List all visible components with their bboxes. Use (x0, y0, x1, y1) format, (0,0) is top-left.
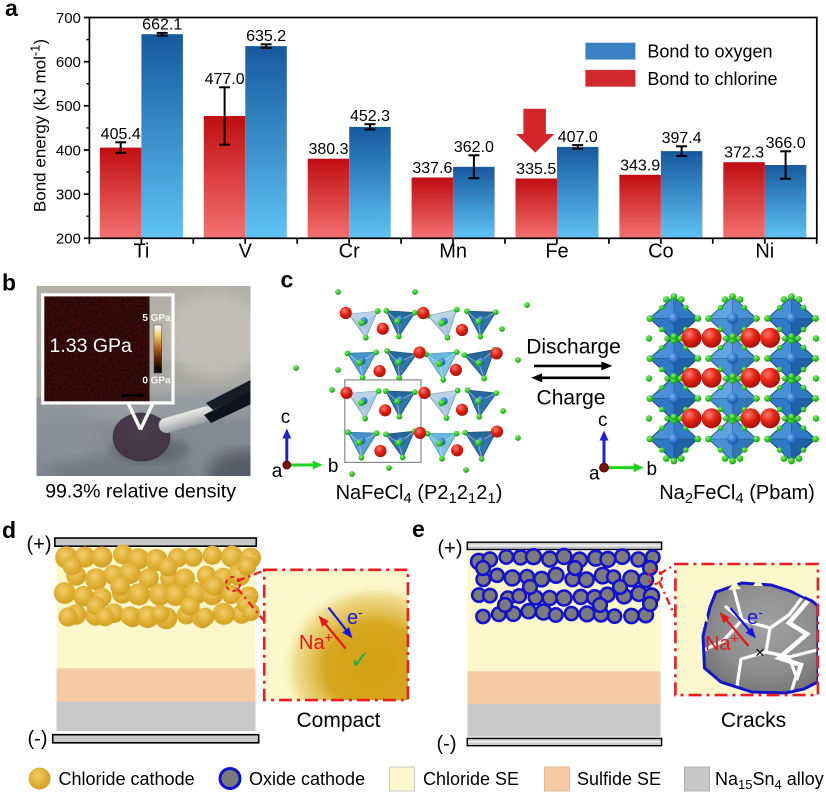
svg-text:a: a (589, 464, 600, 485)
svg-text:Cr: Cr (339, 241, 360, 263)
svg-text:405.4: 405.4 (101, 126, 141, 143)
svg-text:Sulfide SE: Sulfide SE (577, 769, 661, 789)
svg-text:Compact: Compact (296, 709, 380, 732)
svg-text:Ti: Ti (133, 241, 149, 263)
svg-text:380.3: 380.3 (308, 141, 348, 158)
svg-text:c: c (281, 407, 291, 428)
svg-text:343.9: 343.9 (620, 157, 660, 174)
svg-text:Co: Co (648, 241, 674, 263)
svg-text:e: e (412, 516, 425, 542)
svg-text:Mn: Mn (439, 241, 467, 263)
svg-text:366.0: 366.0 (766, 135, 806, 152)
svg-text:(+): (+) (438, 538, 463, 560)
svg-text:Chloride SE: Chloride SE (423, 769, 519, 789)
svg-text:400: 400 (56, 142, 81, 159)
svg-text:700: 700 (56, 10, 81, 27)
svg-text:Oxide cathode: Oxide cathode (249, 769, 365, 789)
svg-text:b: b (2, 270, 16, 296)
svg-text:99.3% relative density: 99.3% relative density (45, 481, 236, 503)
svg-text:b: b (328, 456, 339, 477)
svg-text:Ni: Ni (755, 241, 774, 263)
svg-text:✓: ✓ (350, 647, 370, 674)
svg-text:200: 200 (56, 231, 81, 248)
svg-text:c: c (598, 410, 608, 431)
svg-text:(+): (+) (27, 534, 52, 556)
svg-text:300: 300 (56, 186, 81, 203)
svg-text:Bond to oxygen: Bond to oxygen (647, 42, 772, 62)
svg-text:(-): (-) (437, 733, 457, 755)
svg-text:Bond energy (kJ mol-1): Bond energy (kJ mol-1) (28, 39, 50, 212)
svg-text:Na15Sn4 alloy: Na15Sn4 alloy (715, 769, 824, 792)
svg-text:NaFeCl4 (P212121): NaFeCl4 (P212121) (336, 482, 503, 507)
svg-text:Fe: Fe (545, 241, 568, 263)
svg-text:337.6: 337.6 (412, 160, 452, 177)
svg-text:397.4: 397.4 (662, 130, 702, 147)
svg-text:452.3: 452.3 (350, 108, 390, 125)
svg-text:600: 600 (56, 54, 81, 71)
svg-text:Discharge: Discharge (526, 336, 621, 359)
svg-text:Chloride cathode: Chloride cathode (59, 769, 195, 789)
svg-text:×: × (755, 643, 765, 662)
svg-text:372.3: 372.3 (724, 145, 764, 162)
svg-text:d: d (2, 517, 16, 543)
svg-text:5 GPa: 5 GPa (142, 313, 171, 324)
svg-text:Bond to chlorine: Bond to chlorine (647, 69, 777, 89)
svg-text:662.1: 662.1 (142, 17, 182, 34)
svg-text:477.0: 477.0 (205, 71, 245, 88)
svg-text:500: 500 (56, 98, 81, 115)
svg-text:V: V (239, 241, 253, 263)
svg-text:0 GPa: 0 GPa (142, 376, 171, 387)
svg-text:c: c (281, 267, 294, 293)
svg-text:362.0: 362.0 (454, 139, 494, 156)
svg-text:335.5: 335.5 (516, 161, 556, 178)
svg-text:407.0: 407.0 (558, 129, 598, 146)
svg-text:a: a (272, 461, 283, 482)
svg-text:1.33 GPa: 1.33 GPa (50, 335, 133, 357)
svg-text:a: a (5, 0, 18, 21)
svg-text:b: b (647, 459, 658, 480)
svg-text:635.2: 635.2 (246, 28, 286, 45)
svg-text:Charge: Charge (537, 387, 606, 410)
svg-text:Na2FeCl4 (Pbam): Na2FeCl4 (Pbam) (659, 482, 815, 507)
svg-text:(-): (-) (28, 728, 48, 750)
svg-text:Cracks: Cracks (721, 709, 786, 732)
